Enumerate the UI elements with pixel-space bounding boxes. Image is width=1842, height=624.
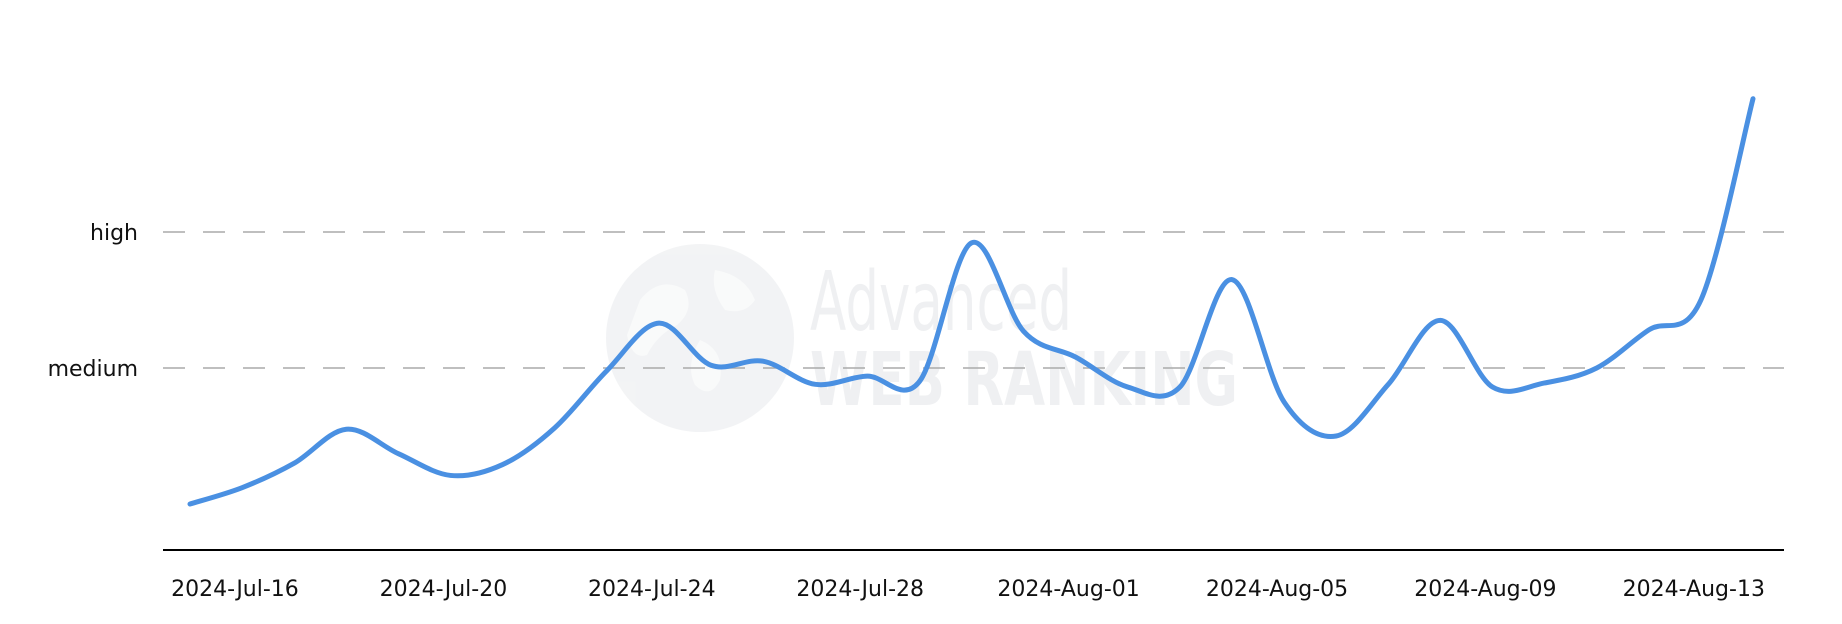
x-tick-label: 2024-Jul-16 bbox=[171, 577, 299, 602]
x-tick-label: 2024-Jul-24 bbox=[588, 577, 716, 602]
y-tick-label-high: high bbox=[90, 221, 138, 246]
grid-lines bbox=[163, 231, 1784, 369]
x-tick-label: 2024-Jul-28 bbox=[796, 577, 924, 602]
x-tick-label: 2024-Aug-13 bbox=[1623, 577, 1765, 602]
series-line bbox=[187, 96, 1756, 507]
watermark-line1: Advanced bbox=[810, 255, 1072, 350]
x-tick-label: 2024-Aug-05 bbox=[1206, 577, 1348, 602]
x-tick-label: 2024-Aug-09 bbox=[1414, 577, 1556, 602]
x-tick-label: 2024-Aug-01 bbox=[997, 577, 1139, 602]
y-tick-label-medium: medium bbox=[48, 357, 138, 382]
watermark-logo: Advanced WEB RANKING bbox=[606, 244, 1238, 432]
x-axis-labels: 2024-Jul-16 2024-Jul-20 2024-Jul-24 2024-Ju… bbox=[171, 577, 1765, 602]
y-axis-labels: high medium bbox=[48, 221, 138, 382]
x-tick-label: 2024-Jul-20 bbox=[380, 577, 508, 602]
